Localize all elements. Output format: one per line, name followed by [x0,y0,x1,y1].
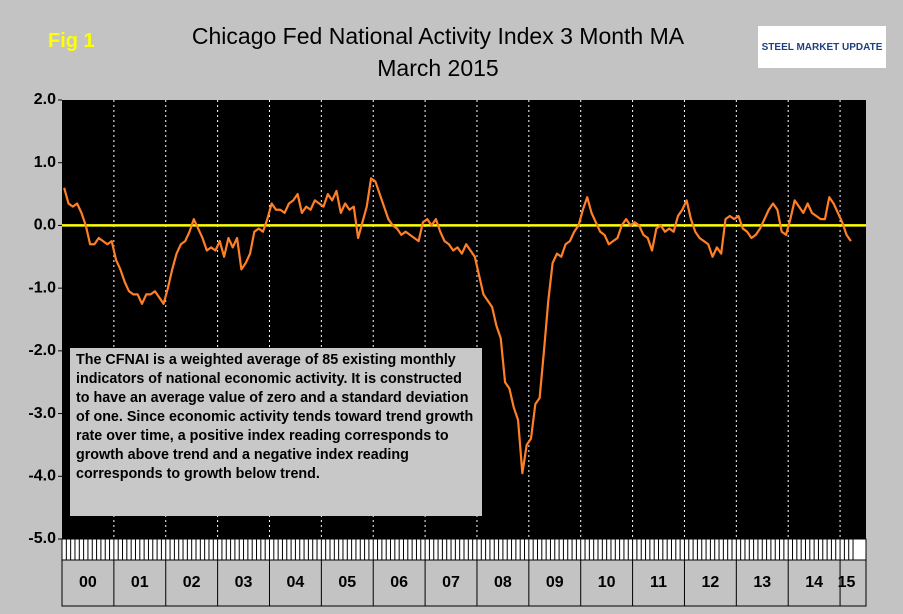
x-tick-label: 02 [183,574,201,591]
y-tick-label: -3.0 [28,405,56,422]
y-tick-label: 1.0 [34,154,56,171]
x-tick-label: 12 [701,574,719,591]
y-tick-label: 2.0 [34,91,56,108]
x-tick-label: 09 [546,574,564,591]
y-tick-label: -1.0 [28,279,56,296]
x-tick-label: 01 [131,574,149,591]
x-tick-label: 08 [494,574,512,591]
annotation: The CFNAI is a weighted average of 85 ex… [70,348,482,516]
data-line [63,177,852,475]
x-tick-label: 05 [338,574,356,591]
chart-subtitle: March 2015 [377,55,498,81]
x-tick-label: 07 [442,574,460,591]
x-tick-label: 10 [598,574,616,591]
y-tick-label: -4.0 [28,468,56,485]
fig-label: Fig 1 [48,30,95,52]
y-tick-label: -5.0 [28,530,56,547]
logo: STEEL MARKET UPDATE [758,26,886,68]
x-tick-label: 04 [287,574,305,591]
x-tick-label: 15 [838,574,856,591]
x-tick-label: 11 [650,574,667,591]
y-tick-label: -2.0 [28,342,56,359]
x-tick-label: 03 [235,574,253,591]
y-tick-label: 0.0 [34,217,56,234]
chart-title: Chicago Fed National Activity Index 3 Mo… [192,23,685,49]
x-tick-label: 13 [753,574,771,591]
x-tick-label: 14 [805,574,823,591]
x-tick-label: 00 [79,574,97,591]
x-tick-label: 06 [390,574,408,591]
